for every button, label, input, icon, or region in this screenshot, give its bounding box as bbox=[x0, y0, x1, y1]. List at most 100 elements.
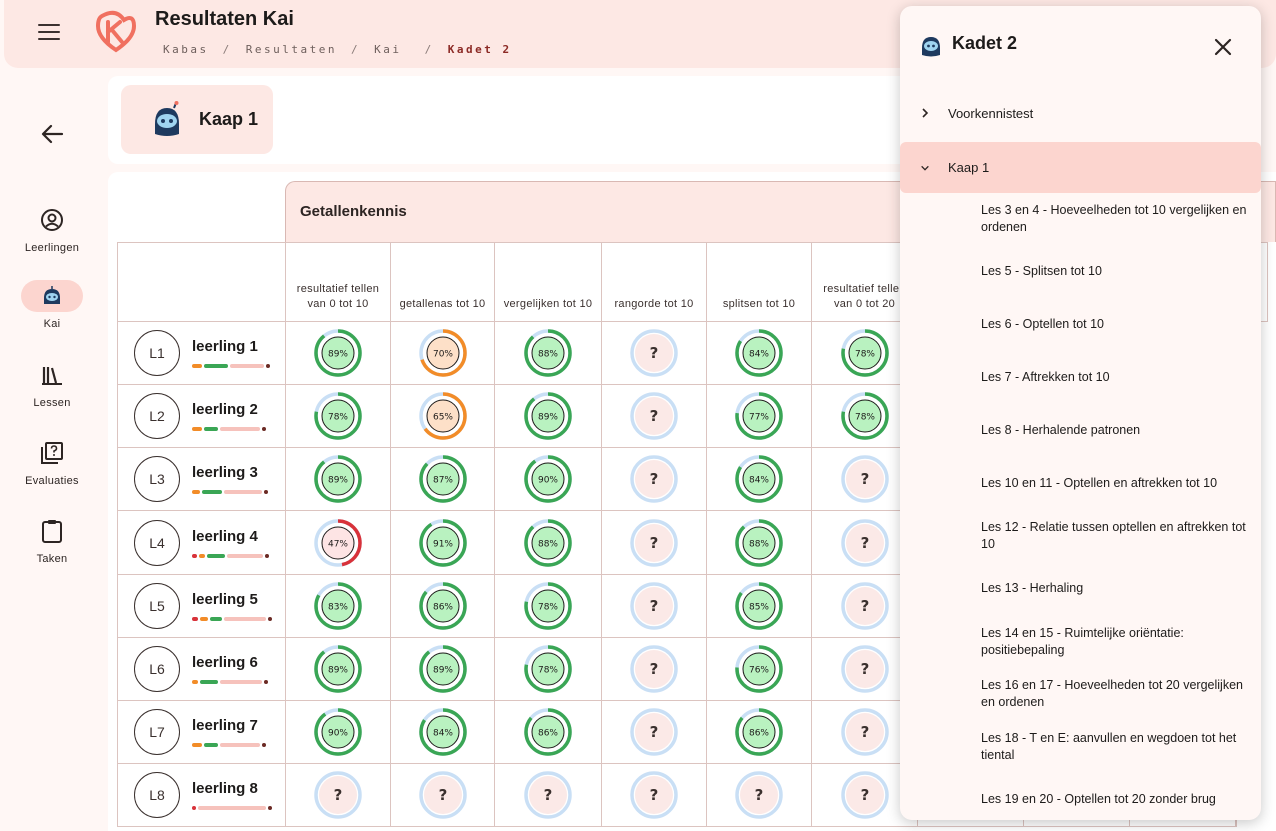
column-header[interactable]: getallenas tot 10 bbox=[390, 242, 495, 322]
lesson-item[interactable]: Les 16 en 17 - Hoeveelheden tot 20 verge… bbox=[981, 678, 1243, 709]
corner-cell bbox=[117, 242, 286, 322]
score-cell[interactable]: ? bbox=[601, 574, 707, 638]
score-cell[interactable]: 78% bbox=[494, 574, 602, 638]
column-header[interactable]: resultatief tellen van 0 tot 10 bbox=[285, 242, 391, 322]
column-header[interactable]: vergelijken tot 10 bbox=[494, 242, 602, 322]
score-cell[interactable]: 90% bbox=[285, 700, 391, 764]
score-cell[interactable]: ? bbox=[601, 700, 707, 764]
lesson-item[interactable]: Les 14 en 15 - Ruimtelijke oriëntatie: p… bbox=[981, 626, 1184, 657]
sidebar-item-label: Leerlingen bbox=[24, 242, 80, 254]
lesson-item[interactable]: Les 18 - T en E: aanvullen en wegdoen to… bbox=[981, 731, 1237, 762]
lesson-item[interactable]: Les 6 - Optellen tot 10 bbox=[981, 317, 1104, 331]
chevron-right-icon bbox=[922, 108, 929, 118]
student-row[interactable]: L8 leerling 8 bbox=[117, 763, 286, 827]
score-cell[interactable]: 84% bbox=[706, 321, 812, 385]
score-cell[interactable]: 86% bbox=[390, 574, 495, 638]
student-row[interactable]: L2 leerling 2 bbox=[117, 384, 286, 448]
score-cell[interactable]: 83% bbox=[285, 574, 391, 638]
student-row[interactable]: L7 leerling 7 bbox=[117, 700, 286, 764]
student-row[interactable]: L1 leerling 1 bbox=[117, 321, 286, 385]
score-cell[interactable]: 85% bbox=[706, 574, 812, 638]
score-cell[interactable]: 89% bbox=[285, 637, 391, 701]
sidebar-item-taken[interactable]: Taken bbox=[0, 515, 104, 565]
panel-header: Kadet 2 bbox=[900, 6, 1261, 82]
score-value: 88% bbox=[538, 350, 558, 360]
score-cell[interactable]: ? bbox=[601, 447, 707, 511]
chevron-down-icon bbox=[921, 165, 929, 171]
score-cell[interactable]: 77% bbox=[706, 384, 812, 448]
lesson-item[interactable]: Les 5 - Splitsen tot 10 bbox=[981, 264, 1102, 278]
score-cell[interactable]: 90% bbox=[494, 447, 602, 511]
student-row[interactable]: L6 leerling 6 bbox=[117, 637, 286, 701]
score-cell[interactable]: 65% bbox=[390, 384, 495, 448]
lesson-item[interactable]: Les 7 - Aftrekken tot 10 bbox=[981, 370, 1110, 384]
panel-title: Kadet 2 bbox=[952, 33, 1018, 53]
breadcrumb-current: Kadet 2 bbox=[447, 43, 512, 56]
score-cell[interactable]: ? bbox=[285, 763, 391, 827]
lesson-item[interactable]: Les 3 en 4 - Hoeveelheden tot 10 vergeli… bbox=[981, 203, 1247, 234]
score-cell[interactable]: ? bbox=[601, 321, 707, 385]
score-cell[interactable]: 89% bbox=[494, 384, 602, 448]
score-cell[interactable]: 84% bbox=[706, 447, 812, 511]
menu-icon[interactable] bbox=[38, 24, 60, 42]
score-cell[interactable]: 70% bbox=[390, 321, 495, 385]
score-cell[interactable]: 88% bbox=[494, 321, 602, 385]
lesson-item[interactable]: Les 8 - Herhalende patronen bbox=[981, 423, 1141, 437]
lesson-item[interactable]: Les 19 en 20 - Optellen tot 20 zonder br… bbox=[981, 792, 1216, 806]
score-value: 78% bbox=[538, 603, 558, 613]
breadcrumb-separator: / bbox=[222, 43, 232, 56]
score-cell[interactable]: 89% bbox=[285, 447, 391, 511]
close-icon[interactable] bbox=[1210, 34, 1236, 60]
sidebar-item-kai[interactable]: Kai bbox=[0, 280, 104, 330]
score-cell[interactable]: ? bbox=[601, 384, 707, 448]
score-value: ? bbox=[860, 786, 869, 804]
breadcrumb-item[interactable]: Kabas bbox=[163, 43, 209, 56]
score-cell[interactable]: ? bbox=[601, 510, 707, 575]
score-gauge: ? bbox=[630, 329, 678, 377]
score-cell[interactable]: 91% bbox=[390, 510, 495, 575]
score-cell[interactable]: 87% bbox=[390, 447, 495, 511]
student-row[interactable]: L3 leerling 3 bbox=[117, 447, 286, 511]
score-cell[interactable]: 88% bbox=[494, 510, 602, 575]
score-cell[interactable]: ? bbox=[390, 763, 495, 827]
score-cell[interactable]: 78% bbox=[285, 384, 391, 448]
student-row[interactable]: L5 leerling 5 bbox=[117, 574, 286, 638]
column-header[interactable]: splitsen tot 10 bbox=[706, 242, 812, 322]
score-gauge: ? bbox=[630, 708, 678, 756]
sidebar-item-leerlingen[interactable]: Leerlingen bbox=[0, 204, 104, 254]
student-info: leerling 1 bbox=[192, 338, 270, 368]
progress-bar bbox=[192, 427, 266, 431]
score-cell[interactable]: 86% bbox=[494, 700, 602, 764]
progress-bar bbox=[192, 617, 272, 621]
score-cell[interactable]: 89% bbox=[390, 637, 495, 701]
score-cell[interactable]: 89% bbox=[285, 321, 391, 385]
tree-item-label: Voorkennistest bbox=[948, 105, 1034, 121]
tree-item-kaap-1[interactable]: Kaap 1 bbox=[900, 142, 1261, 193]
score-cell[interactable]: 88% bbox=[706, 510, 812, 575]
lesson-item[interactable]: Les 10 en 11 - Optellen en aftrekken tot… bbox=[981, 476, 1218, 490]
lesson-item[interactable]: Les 12 - Relatie tussen optellen en aftr… bbox=[981, 520, 1246, 551]
score-gauge: 89% bbox=[418, 645, 467, 693]
breadcrumb: Kabas / Resultaten / Kai / Kadet 2 bbox=[163, 43, 512, 56]
breadcrumb-item[interactable]: Resultaten bbox=[245, 43, 337, 56]
column-header[interactable]: rangorde tot 10 bbox=[601, 242, 707, 322]
student-name: leerling 7 bbox=[192, 717, 258, 734]
score-cell[interactable]: 76% bbox=[706, 637, 812, 701]
lesson-item[interactable]: Les 13 - Herhaling bbox=[981, 581, 1084, 595]
score-cell[interactable]: ? bbox=[601, 763, 707, 827]
chapter-tab[interactable]: Kaap 1 bbox=[121, 85, 273, 154]
score-cell[interactable]: ? bbox=[494, 763, 602, 827]
score-cell[interactable]: ? bbox=[601, 637, 707, 701]
sidebar-item-evaluaties[interactable]: Evaluaties bbox=[0, 437, 104, 487]
score-cell[interactable]: 84% bbox=[390, 700, 495, 764]
sidebar-item-lessen[interactable]: Lessen bbox=[0, 359, 104, 409]
score-cell[interactable]: 86% bbox=[706, 700, 812, 764]
student-name: leerling 2 bbox=[192, 401, 258, 418]
tree-item-voorkennistest[interactable]: Voorkennistest bbox=[900, 100, 1261, 126]
score-cell[interactable]: 47% bbox=[285, 510, 391, 575]
back-arrow-icon[interactable] bbox=[38, 120, 66, 148]
score-cell[interactable]: ? bbox=[706, 763, 812, 827]
breadcrumb-item[interactable]: Kai bbox=[374, 43, 402, 56]
student-row[interactable]: L4 leerling 4 bbox=[117, 510, 286, 575]
score-cell[interactable]: 78% bbox=[494, 637, 602, 701]
